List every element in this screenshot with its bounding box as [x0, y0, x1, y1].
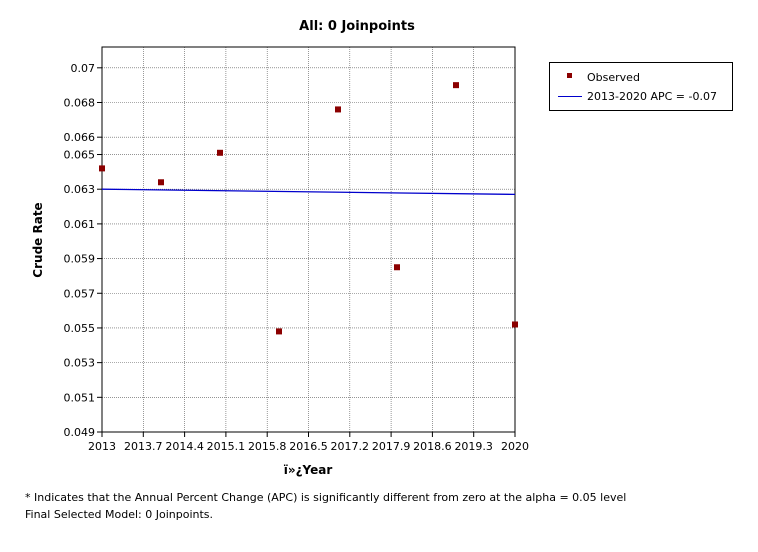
- fit-line-icon: [558, 96, 582, 97]
- y-tick-label: 0.059: [64, 253, 96, 266]
- x-tick-label: 2017.2: [331, 440, 370, 453]
- x-tick-label: 2014.4: [165, 440, 204, 453]
- y-tick-label: 0.049: [64, 426, 96, 439]
- observed-point: [276, 328, 282, 335]
- x-tick-label: 2015.8: [248, 440, 287, 453]
- observed-point: [394, 264, 400, 271]
- x-tick-label: 2018.6: [413, 440, 452, 453]
- chart-title: All: 0 Joinpoints: [299, 19, 415, 34]
- y-tick-label: 0.053: [64, 357, 96, 370]
- y-tick-label: 0.063: [64, 183, 96, 196]
- y-tick-label: 0.055: [64, 322, 96, 335]
- observed-point: [99, 165, 105, 172]
- legend-item-observed: Observed: [550, 69, 732, 87]
- legend-label-observed: Observed: [587, 71, 640, 84]
- y-axis-label: Crude Rate: [31, 202, 45, 277]
- y-tick-label: 0.07: [71, 62, 96, 75]
- x-tick-label: 2020: [501, 440, 529, 453]
- y-tick-label: 0.051: [64, 391, 96, 404]
- observed-point: [217, 149, 223, 156]
- legend-label-fit: 2013-2020 APC = -0.07: [587, 90, 717, 103]
- x-tick-label: 2015.1: [207, 440, 246, 453]
- legend: Observed 2013-2020 APC = -0.07: [549, 62, 733, 111]
- x-tick-label: 2019.3: [454, 440, 493, 453]
- footnote-apc: * Indicates that the Annual Percent Chan…: [25, 491, 627, 504]
- y-axis-ticks: 0.049 0.051 0.053 0.055 0.057 0.059 0.061 0.063…: [64, 62, 102, 439]
- observed-point: [512, 321, 518, 328]
- observed-point: [158, 179, 164, 186]
- y-tick-label: 0.068: [64, 96, 96, 109]
- x-tick-label: 2016.5: [289, 440, 328, 453]
- grid-lines: [101, 47, 516, 433]
- fit-line: [101, 188, 516, 196]
- footnote-model: Final Selected Model: 0 Joinpoints.: [25, 508, 214, 521]
- x-tick-label: 2013: [88, 440, 116, 453]
- y-tick-label: 0.066: [64, 131, 96, 144]
- x-axis-label: ï»¿Year: [284, 463, 333, 477]
- x-axis-ticks: 2013 2013.7 2014.4 2015.1 2015.8 2016.5 2017.2…: [88, 432, 529, 453]
- legend-item-fit: 2013-2020 APC = -0.07: [550, 88, 732, 106]
- y-tick-label: 0.065: [64, 149, 96, 162]
- y-tick-label: 0.061: [64, 218, 96, 231]
- y-tick-label: 0.057: [64, 287, 96, 300]
- observed-point: [335, 106, 341, 113]
- observed-point: [453, 82, 459, 89]
- x-tick-label: 2017.9: [372, 440, 411, 453]
- x-tick-label: 2013.7: [124, 440, 163, 453]
- observed-marker-icon: [567, 73, 572, 78]
- series-layer: [99, 82, 518, 335]
